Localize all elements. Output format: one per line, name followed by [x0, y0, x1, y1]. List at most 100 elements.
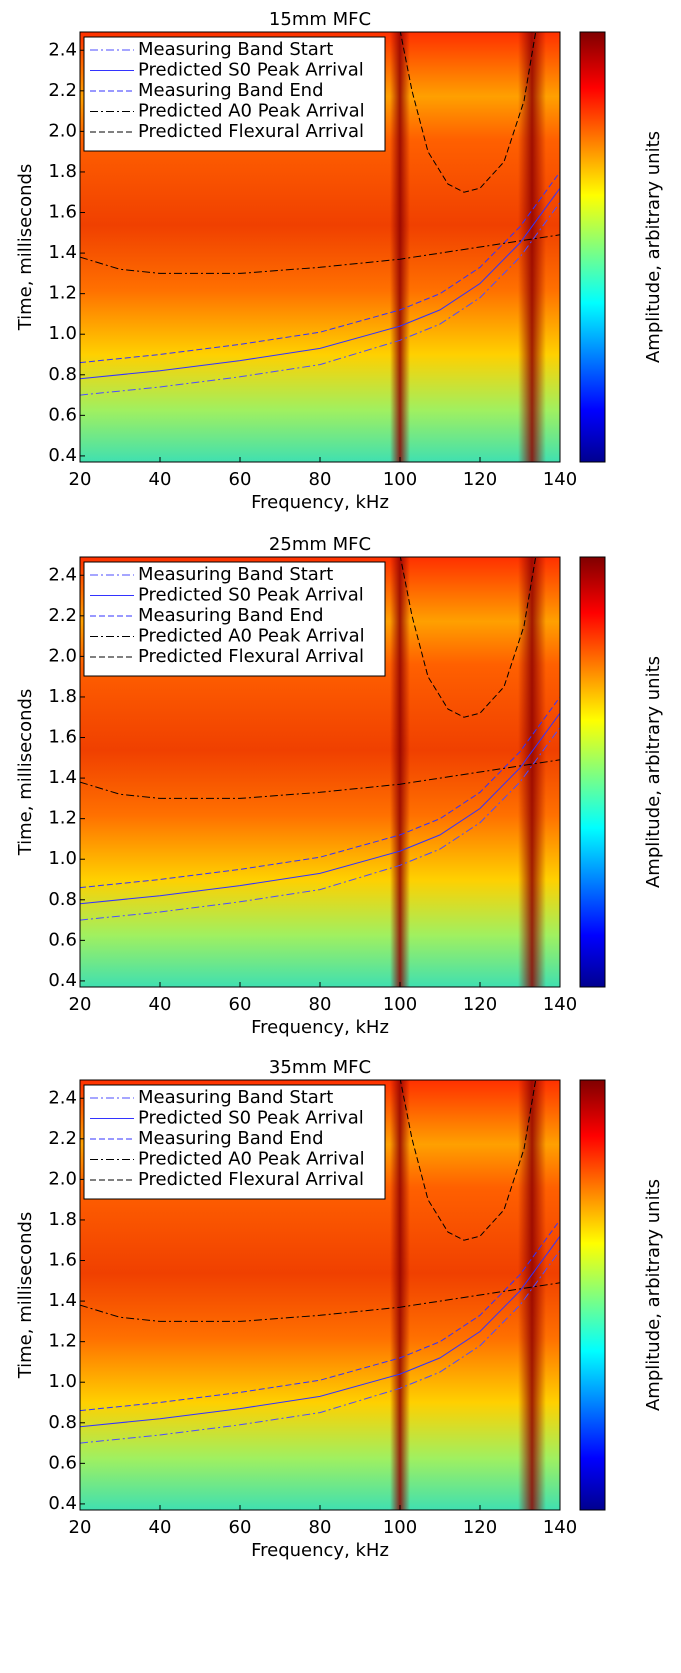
x-tick-label: 140	[543, 469, 577, 490]
legend-box	[83, 36, 386, 152]
x-tick-label: 40	[149, 994, 172, 1015]
x-tick-label: 80	[309, 469, 332, 490]
legend-label: Measuring Band End	[138, 80, 324, 101]
legend-label: Predicted A0 Peak Arrival	[138, 626, 365, 647]
curves	[80, 557, 560, 921]
legend-label: Predicted A0 Peak Arrival	[138, 1149, 365, 1170]
colorbar-label: Amplitude, arbitrary units	[643, 131, 664, 363]
x-tick-label: 140	[543, 1517, 577, 1538]
y-axis-label: Time, milliseconds	[15, 689, 36, 857]
y-tick-label: 2.0	[48, 1168, 77, 1189]
x-tick-label: 40	[149, 469, 172, 490]
heatmap-band	[390, 1080, 410, 1510]
y-tick-label: 0.4	[48, 1493, 77, 1514]
y-tick-label: 2.2	[48, 1128, 77, 1149]
curve	[80, 187, 560, 380]
y-tick-label: 2.0	[48, 120, 77, 141]
legend-label: Measuring Band Start	[138, 564, 333, 585]
y-tick-label: 2.4	[48, 39, 77, 60]
y-tick-label: 0.8	[48, 889, 77, 910]
curve	[80, 1250, 560, 1444]
y-tick-label: 0.6	[48, 404, 77, 425]
x-tick-label: 60	[229, 1517, 252, 1538]
legend-label: Predicted A0 Peak Arrival	[138, 101, 365, 122]
legend-label: Predicted S0 Peak Arrival	[138, 1108, 364, 1129]
curves	[80, 1080, 560, 1444]
y-tick-label: 1.0	[48, 848, 77, 869]
y-tick-label: 1.0	[48, 323, 77, 344]
legend-label: Measuring Band End	[138, 605, 324, 626]
curve	[399, 557, 537, 718]
curve	[80, 727, 560, 921]
y-tick-label: 0.4	[48, 445, 77, 466]
legend-label: Measuring Band Start	[138, 39, 333, 60]
x-tick-label: 80	[309, 994, 332, 1015]
chart-title: 35mm MFC	[269, 1057, 371, 1078]
heatmap-band	[518, 32, 546, 462]
y-tick-label: 2.4	[48, 564, 77, 585]
curve	[80, 234, 560, 274]
y-tick-label: 2.0	[48, 645, 77, 666]
x-tick-label: 20	[69, 1517, 92, 1538]
y-tick-label: 2.2	[48, 80, 77, 101]
heatmap-band	[518, 557, 546, 987]
legend-label: Predicted Flexural Arrival	[138, 1169, 364, 1190]
legend-box	[83, 561, 386, 677]
x-axis-label: Frequency, kHz	[251, 492, 389, 513]
curves	[80, 32, 560, 396]
x-tick-label: 140	[543, 994, 577, 1015]
curve	[80, 696, 560, 889]
y-axis-label: Time, milliseconds	[15, 1212, 36, 1380]
y-tick-label: 1.4	[48, 1290, 77, 1311]
curve	[80, 1235, 560, 1428]
y-tick-label: 0.4	[48, 970, 77, 991]
heatmap-band	[390, 32, 410, 462]
x-tick-label: 60	[229, 994, 252, 1015]
x-tick-label: 120	[463, 1517, 497, 1538]
y-tick-label: 1.6	[48, 1250, 77, 1271]
legend-label: Predicted S0 Peak Arrival	[138, 585, 364, 606]
legend-label: Measuring Band End	[138, 1128, 324, 1149]
heatmap-band	[390, 557, 410, 987]
y-tick-label: 1.6	[48, 727, 77, 748]
chart-title: 15mm MFC	[269, 9, 371, 30]
y-tick-label: 1.2	[48, 1331, 77, 1352]
y-tick-label: 1.4	[48, 242, 77, 263]
y-tick-label: 1.2	[48, 283, 77, 304]
y-tick-label: 1.4	[48, 767, 77, 788]
legend-label: Predicted Flexural Arrival	[138, 646, 364, 667]
chart-title: 25mm MFC	[269, 534, 371, 555]
curve	[80, 1282, 560, 1322]
curve	[80, 202, 560, 396]
y-tick-label: 1.6	[48, 202, 77, 223]
y-tick-label: 1.8	[48, 1209, 77, 1230]
y-axis-label: Time, milliseconds	[15, 164, 36, 332]
x-axis-label: Frequency, kHz	[251, 1017, 389, 1038]
y-tick-label: 1.8	[48, 686, 77, 707]
panel: 20 40 60 80 100 120 140 0.4 0.6 0.8 1.0 1.2 1.4 1.6 1.…	[15, 534, 664, 1038]
y-tick-label: 1.0	[48, 1371, 77, 1392]
curve	[80, 712, 560, 905]
y-tick-label: 2.4	[48, 1087, 77, 1108]
legend-label: Predicted S0 Peak Arrival	[138, 60, 364, 81]
curve	[80, 759, 560, 799]
curve	[80, 171, 560, 364]
x-axis-label: Frequency, kHz	[251, 1540, 389, 1561]
x-tick-label: 120	[463, 994, 497, 1015]
colorbar-label: Amplitude, arbitrary units	[643, 1179, 664, 1411]
x-tick-label: 20	[69, 469, 92, 490]
y-tick-label: 0.8	[48, 364, 77, 385]
y-tick-label: 1.2	[48, 808, 77, 829]
y-tick-label: 1.8	[48, 161, 77, 182]
colorbar	[579, 556, 606, 988]
x-tick-label: 20	[69, 994, 92, 1015]
curve	[399, 1080, 537, 1241]
x-tick-label: 100	[383, 994, 417, 1015]
heatmap-band	[518, 1080, 546, 1510]
x-tick-label: 40	[149, 1517, 172, 1538]
x-tick-label: 100	[383, 1517, 417, 1538]
curve	[399, 32, 537, 193]
y-tick-label: 2.2	[48, 605, 77, 626]
